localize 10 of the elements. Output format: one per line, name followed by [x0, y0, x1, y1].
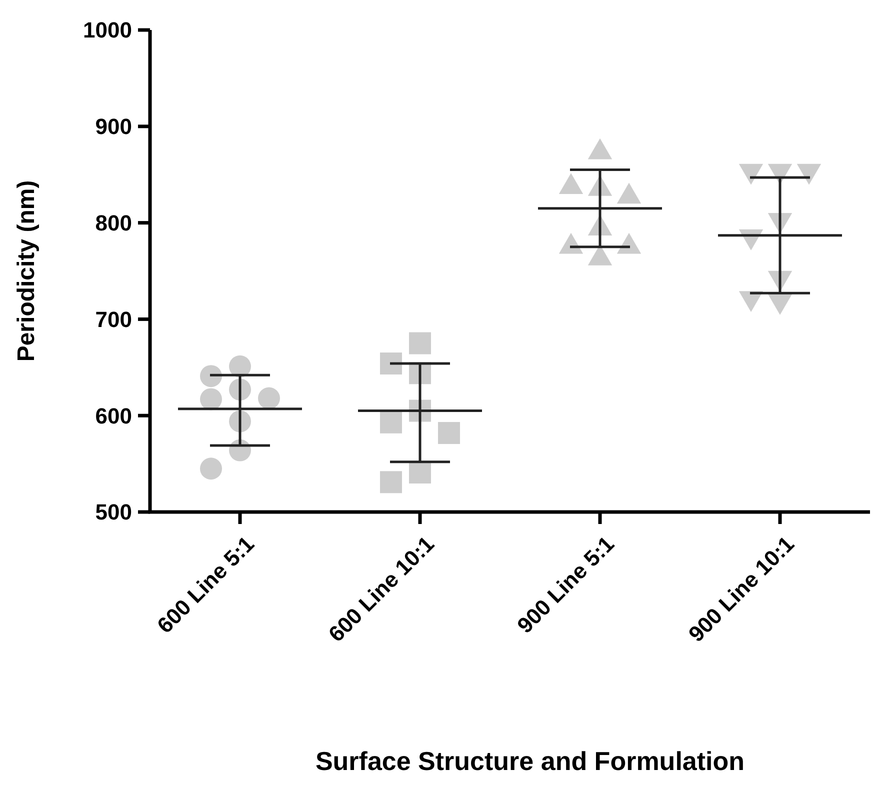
- y-tick-label: 600: [95, 403, 132, 428]
- y-tick-label: 800: [95, 210, 132, 236]
- x-tick-label: 600 Line 5:1: [152, 531, 259, 638]
- y-axis-title: Periodicity (nm): [13, 180, 40, 362]
- y-tick-label: 500: [95, 500, 132, 525]
- x-axis-title: Surface Structure and Formulation: [315, 746, 745, 776]
- x-tick-label: 900 Line 5:1: [512, 531, 619, 638]
- y-tick-label: 1000: [83, 18, 132, 43]
- y-tick-label: 900: [95, 114, 132, 140]
- y-tick-label: 700: [95, 306, 132, 332]
